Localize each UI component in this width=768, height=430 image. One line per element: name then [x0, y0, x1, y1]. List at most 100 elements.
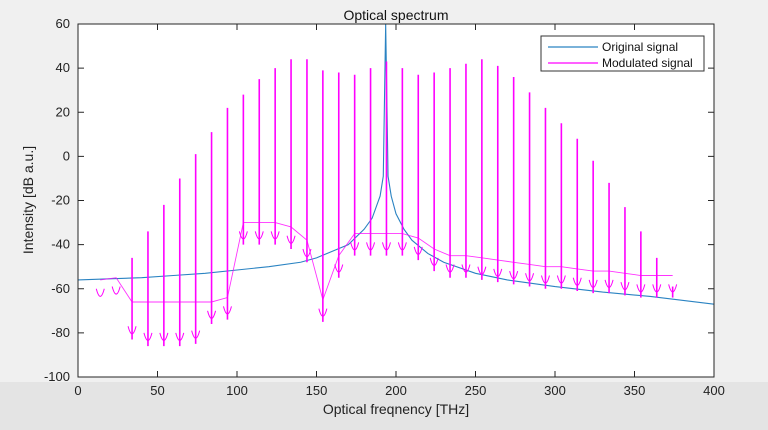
sideband-dip-12	[286, 235, 296, 244]
sideband-dip-23	[461, 264, 471, 273]
sideband-4	[159, 204, 169, 347]
sideband-23	[461, 63, 471, 278]
sideband-dip-11	[270, 231, 280, 240]
sideband-dip-3	[143, 332, 153, 341]
sideband-dip-14	[318, 308, 328, 317]
legend-box	[540, 35, 705, 72]
sideband-dip-33	[620, 282, 630, 291]
sideband-dip-19	[397, 242, 407, 251]
x-tick-label-8: 400	[703, 383, 725, 398]
bottom-band	[0, 382, 768, 430]
sideband-16	[350, 74, 360, 256]
sideband-19	[397, 68, 407, 256]
sideband-dip-1	[111, 286, 121, 295]
y-tick-label-5: 0	[63, 148, 70, 163]
sideband-dip-9	[238, 231, 248, 240]
y-tick-label-8: 60	[56, 16, 70, 31]
sideband-dip-34	[636, 284, 646, 293]
sideband-17	[366, 68, 376, 256]
sideband-9	[238, 94, 248, 245]
sideband-dip-25	[493, 268, 503, 278]
sideband-dip-31	[588, 279, 598, 289]
legend-label-original: Original signal	[602, 40, 678, 54]
modulated-signal-baseline	[100, 222, 673, 303]
sideband-dip-17	[366, 242, 376, 251]
sideband-1	[111, 286, 121, 295]
y-tick-label-1: -80	[51, 325, 70, 340]
series-layer	[77, 23, 715, 347]
sideband-dip-29	[556, 275, 566, 284]
sideband-dip-35	[652, 284, 662, 293]
sideband-12	[286, 59, 296, 250]
chart-title: Optical spectrum	[343, 7, 448, 23]
original-signal-line	[77, 23, 715, 305]
sideband-14	[318, 70, 328, 322]
sideband-36	[668, 284, 678, 298]
x-tick-label-2: 100	[226, 383, 248, 398]
sideband-dip-27	[525, 273, 535, 282]
y-tick-label-4: -20	[51, 193, 70, 208]
x-tick-label-3: 150	[306, 383, 328, 398]
sideband-dip-30	[572, 277, 582, 286]
sideband-dip-21	[429, 257, 439, 266]
x-tick-label-5: 250	[465, 383, 487, 398]
y-tick-label-0: -100	[44, 369, 70, 384]
sideband-dip-15	[334, 264, 344, 273]
sideband-dip-10	[254, 231, 264, 240]
sideband-10	[254, 79, 264, 245]
sideband-0	[95, 288, 105, 297]
sideband-33	[620, 207, 630, 296]
sideband-5	[175, 178, 185, 347]
sideband-dip-2	[127, 326, 137, 335]
x-tick-label-6: 300	[544, 383, 566, 398]
sideband-30	[572, 138, 582, 291]
sideband-dip-16	[350, 242, 360, 251]
sideband-24	[477, 59, 487, 280]
sideband-dip-32	[604, 279, 614, 289]
y-tick-label-7: 40	[56, 60, 70, 75]
sideband-dip-18	[381, 242, 391, 251]
sideband-28	[540, 107, 550, 289]
sideband-29	[556, 123, 566, 289]
sideband-dip-36	[668, 284, 678, 293]
legend: Original signal Modulated signal	[540, 35, 705, 72]
x-tick-label-7: 350	[624, 383, 646, 398]
axes-layer: 0 50 100 150 200 250 300 350 400-100-80-60-40-20…	[44, 16, 725, 398]
sideband-3	[143, 231, 153, 347]
sideband-35	[652, 257, 662, 298]
sideband-8	[222, 107, 232, 320]
sideband-dip-5	[175, 332, 185, 341]
plot-area	[78, 24, 714, 377]
x-tick-label-1: 50	[150, 383, 164, 398]
sideband-dip-0	[95, 288, 105, 297]
sideband-dip-20	[413, 246, 423, 255]
sideband-21	[429, 72, 439, 272]
sideband-20	[413, 74, 423, 261]
sideband-dip-8	[222, 306, 232, 315]
sideband-2	[127, 257, 137, 340]
y-tick-label-2: -60	[51, 281, 70, 296]
sideband-dip-24	[477, 266, 487, 275]
sideband-25	[493, 65, 503, 283]
x-axis-label: Optical freqnency [THz]	[323, 401, 469, 417]
sideband-7	[207, 132, 217, 325]
sideband-dip-7	[207, 310, 217, 319]
sideband-32	[604, 182, 614, 294]
sideband-dip-4	[159, 332, 169, 341]
sideband-26	[509, 76, 519, 285]
y-tick-label-3: -40	[51, 237, 70, 252]
x-tick-label-0: 0	[74, 383, 81, 398]
sideband-dip-6	[191, 330, 201, 339]
y-axis-label: Intensity [dB a.u.]	[20, 146, 36, 254]
sideband-22	[445, 68, 455, 278]
legend-label-modulated: Modulated signal	[602, 56, 693, 70]
sideband-dip-26	[509, 270, 519, 280]
y-tick-label-6: 20	[56, 104, 70, 119]
sideband-dip-22	[445, 264, 455, 273]
sideband-11	[270, 68, 280, 245]
sideband-15	[334, 72, 344, 278]
sideband-dip-28	[540, 275, 550, 284]
sideband-6	[191, 154, 201, 344]
x-tick-label-4: 200	[385, 383, 407, 398]
